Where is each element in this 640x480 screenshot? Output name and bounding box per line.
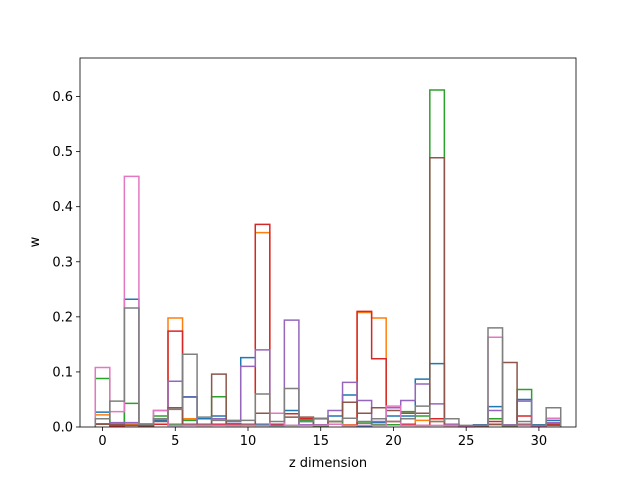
y-axis-label: w — [28, 236, 43, 247]
x-tick-label: 15 — [312, 434, 329, 449]
plot-area — [94, 89, 562, 428]
series-6-line — [94, 175, 562, 428]
x-axis-label: z dimension — [289, 456, 367, 471]
y-tick-label: 0.4 — [52, 200, 73, 215]
y-tick-label: 0.3 — [52, 255, 73, 270]
y-tick-label: 0.1 — [52, 365, 73, 380]
x-tick-label: 25 — [458, 434, 475, 449]
y-tick-label: 0.2 — [52, 310, 73, 325]
x-tick-label: 10 — [240, 434, 257, 449]
y-tick-label: 0.6 — [52, 90, 73, 105]
x-tick-label: 20 — [385, 434, 402, 449]
y-tick-label: 0.5 — [52, 145, 73, 160]
axes-frame — [79, 57, 577, 428]
x-tick-label: 30 — [531, 434, 548, 449]
y-tick-label: 0.0 — [52, 421, 73, 436]
x-tick-label: 5 — [171, 434, 179, 449]
series-7-line — [94, 307, 562, 427]
axes: 0 5 10 15 20 25 30 0.0 0.1 0.2 0.3 0.4 0.5 0.6 — [52, 57, 577, 449]
x-tick-label: 0 — [98, 434, 106, 449]
